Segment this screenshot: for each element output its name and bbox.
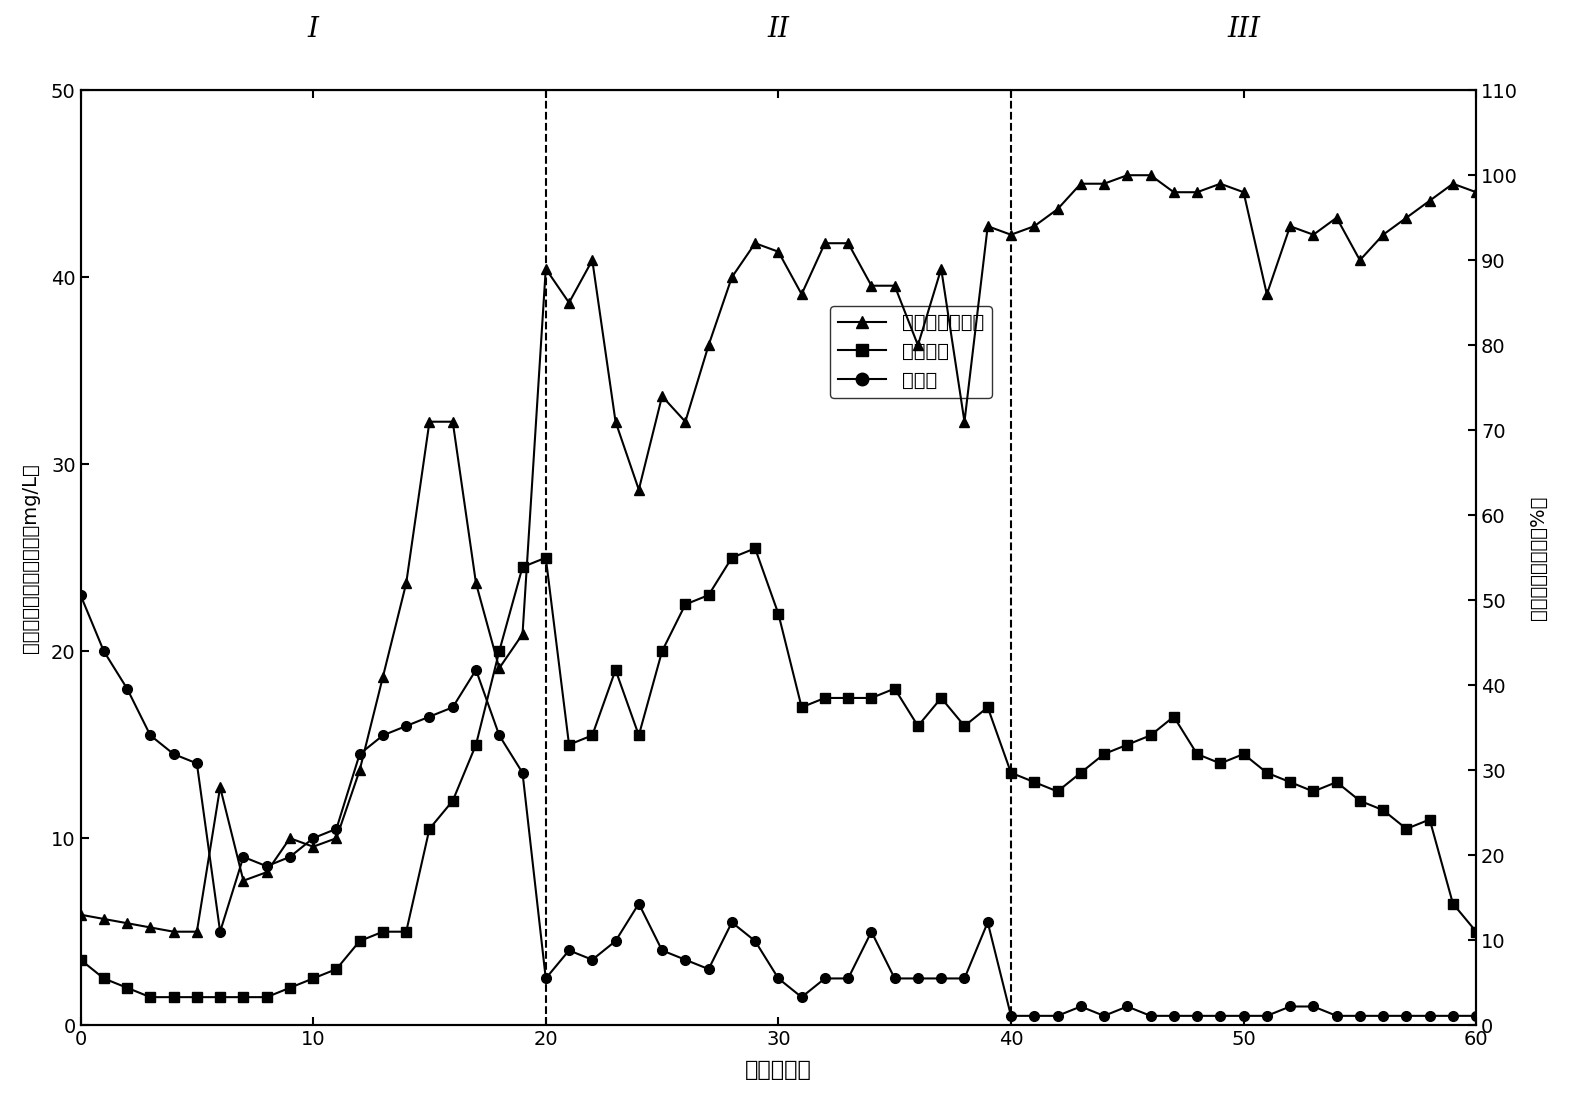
Text: I: I: [308, 17, 319, 43]
Y-axis label: 硝酸盐、亚硝酸盐浓度（mg/L）: 硝酸盐、亚硝酸盐浓度（mg/L）: [20, 462, 39, 653]
Y-axis label: 亚硝酸盐积累率（%）: 亚硝酸盐积累率（%）: [1530, 495, 1549, 620]
Text: II: II: [767, 17, 789, 43]
Legend: 亚硝酸盐积累率, 亚硝酸盐, 硝酸盐: 亚硝酸盐积累率, 亚硝酸盐, 硝酸盐: [830, 306, 992, 397]
X-axis label: 时间（天）: 时间（天）: [745, 1060, 811, 1080]
Text: III: III: [1227, 17, 1260, 43]
